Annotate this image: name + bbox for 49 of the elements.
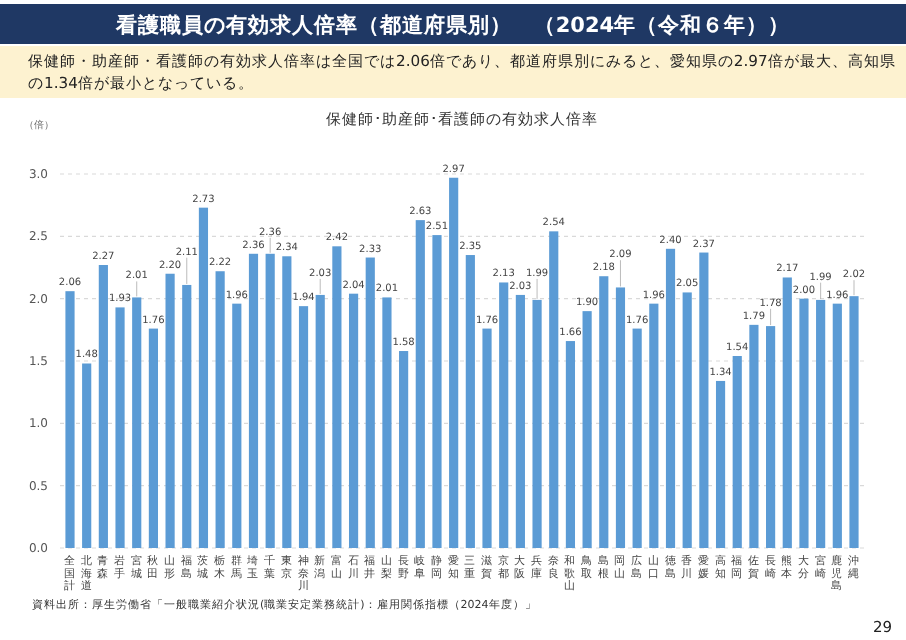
bar	[365, 257, 375, 548]
bar	[849, 296, 859, 548]
bar	[332, 246, 342, 548]
bar	[532, 299, 542, 548]
bar	[148, 328, 158, 548]
bar	[482, 328, 492, 548]
bar	[582, 311, 592, 548]
bar	[315, 294, 325, 548]
bar	[298, 306, 309, 548]
bar	[515, 294, 525, 548]
bar	[715, 380, 726, 548]
bar	[699, 252, 709, 548]
bar	[565, 341, 576, 548]
bar	[282, 256, 292, 548]
bar	[465, 255, 475, 548]
bar	[432, 235, 442, 548]
bar	[449, 177, 459, 548]
bar	[399, 351, 409, 548]
bar	[348, 293, 359, 548]
bar	[682, 292, 692, 548]
bar	[65, 291, 75, 548]
bar	[766, 326, 776, 548]
bar	[732, 356, 742, 548]
bar	[165, 273, 175, 548]
bar	[649, 303, 659, 548]
bar	[82, 363, 92, 548]
bar	[415, 220, 425, 548]
bar	[215, 271, 225, 548]
bar	[132, 297, 142, 548]
bar	[265, 253, 275, 548]
bar	[782, 277, 792, 548]
bar	[98, 265, 108, 548]
bar	[615, 287, 626, 548]
bar	[198, 207, 209, 548]
bar	[749, 324, 759, 548]
chart-title: 看護職員の有効求人倍率（都道府県別） （2024年（令和６年））	[113, 12, 791, 38]
bar	[248, 253, 259, 548]
bar	[799, 298, 809, 548]
bar	[549, 231, 559, 548]
bar	[232, 303, 242, 548]
bar	[115, 307, 125, 548]
bar	[499, 282, 509, 548]
bar	[599, 276, 609, 548]
bar	[665, 248, 676, 548]
bar	[816, 299, 826, 548]
bar	[382, 297, 392, 548]
bar	[832, 303, 842, 548]
bar	[182, 284, 192, 548]
bar	[632, 328, 642, 548]
